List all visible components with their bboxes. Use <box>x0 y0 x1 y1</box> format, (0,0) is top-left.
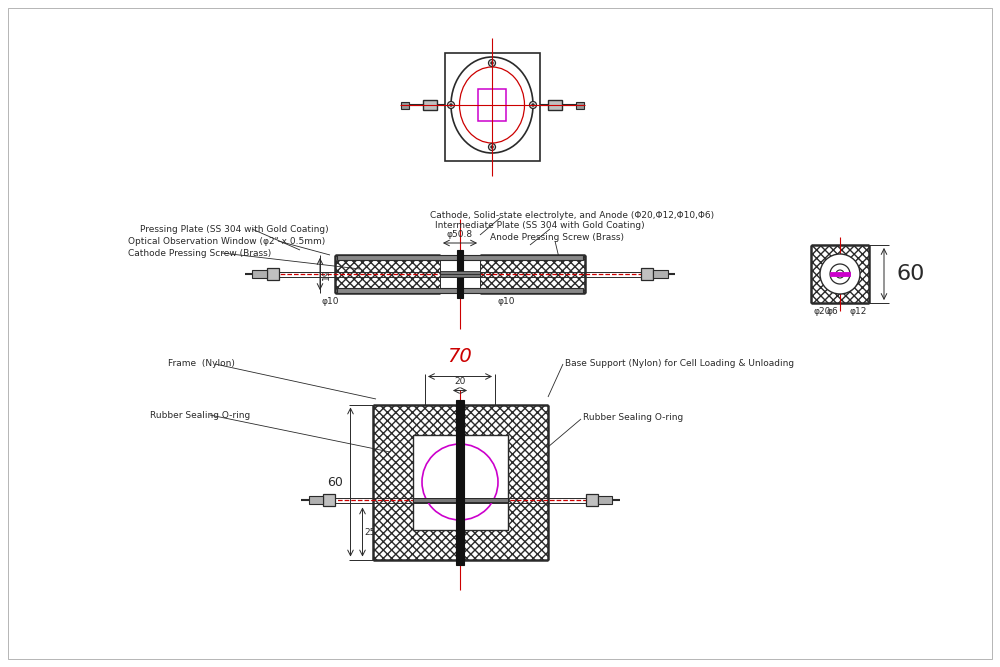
Bar <box>548 100 562 110</box>
Bar <box>480 255 585 293</box>
Circle shape <box>491 62 493 64</box>
Text: φ10: φ10 <box>321 297 338 305</box>
Circle shape <box>491 146 493 148</box>
Text: Anode Pressing Screw (Brass): Anode Pressing Screw (Brass) <box>490 233 624 243</box>
Bar <box>440 271 480 274</box>
Text: 60: 60 <box>327 476 342 488</box>
Bar <box>308 496 322 504</box>
Bar <box>811 245 869 303</box>
Bar <box>372 404 548 560</box>
Circle shape <box>530 101 536 109</box>
Bar <box>598 496 612 504</box>
Text: Frame  (Nylon): Frame (Nylon) <box>168 360 235 368</box>
Bar <box>830 272 850 276</box>
Circle shape <box>488 143 496 151</box>
Bar <box>400 101 409 109</box>
Text: φ50.8: φ50.8 <box>447 230 473 239</box>
Text: φ6: φ6 <box>826 307 838 315</box>
Text: φ10: φ10 <box>498 297 516 305</box>
Bar <box>413 498 508 502</box>
Bar <box>641 268 653 280</box>
Bar <box>457 250 463 298</box>
Text: Rubber Sealing O-ring: Rubber Sealing O-ring <box>583 412 683 422</box>
Circle shape <box>532 104 534 106</box>
Bar <box>335 255 440 293</box>
Circle shape <box>820 254 860 294</box>
Bar <box>422 100 436 110</box>
Bar <box>444 53 540 161</box>
Bar <box>337 288 583 293</box>
Text: Optical Observation Window (φ2" x 0.5mm): Optical Observation Window (φ2" x 0.5mm) <box>128 237 325 245</box>
Bar <box>456 400 464 564</box>
Text: 70: 70 <box>448 348 472 366</box>
Circle shape <box>450 104 452 106</box>
Circle shape <box>830 264 850 284</box>
Bar <box>653 270 668 278</box>
Text: Pressing Plate (SS 304 with Gold Coating): Pressing Plate (SS 304 with Gold Coating… <box>140 225 329 233</box>
Bar <box>337 255 583 260</box>
Bar <box>440 274 480 277</box>
Text: Cathode Pressing Screw (Brass): Cathode Pressing Screw (Brass) <box>128 249 271 257</box>
Bar <box>267 268 279 280</box>
Text: Cathode, Solid-state electrolyte, and Anode (Φ20,Φ12,Φ10,Φ6): Cathode, Solid-state electrolyte, and An… <box>430 211 714 219</box>
Text: φ20: φ20 <box>813 307 830 315</box>
Text: 25: 25 <box>364 528 376 537</box>
Text: Base Support (Nylon) for Cell Loading & Unloading: Base Support (Nylon) for Cell Loading & … <box>565 360 794 368</box>
Text: 20: 20 <box>454 378 466 386</box>
Bar <box>576 101 584 109</box>
Text: Intermediate Plate (SS 304 with Gold Coating): Intermediate Plate (SS 304 with Gold Coa… <box>435 221 645 231</box>
Text: 60: 60 <box>897 264 925 284</box>
Text: Rubber Sealing O-ring: Rubber Sealing O-ring <box>150 410 250 420</box>
Text: φ12: φ12 <box>850 307 867 315</box>
Bar <box>413 434 508 530</box>
Circle shape <box>836 270 844 278</box>
Text: 19: 19 <box>322 268 331 279</box>
Circle shape <box>448 101 454 109</box>
Bar <box>586 494 598 506</box>
Circle shape <box>488 59 496 67</box>
Bar <box>322 494 334 506</box>
Bar <box>252 270 267 278</box>
Bar <box>478 89 506 121</box>
